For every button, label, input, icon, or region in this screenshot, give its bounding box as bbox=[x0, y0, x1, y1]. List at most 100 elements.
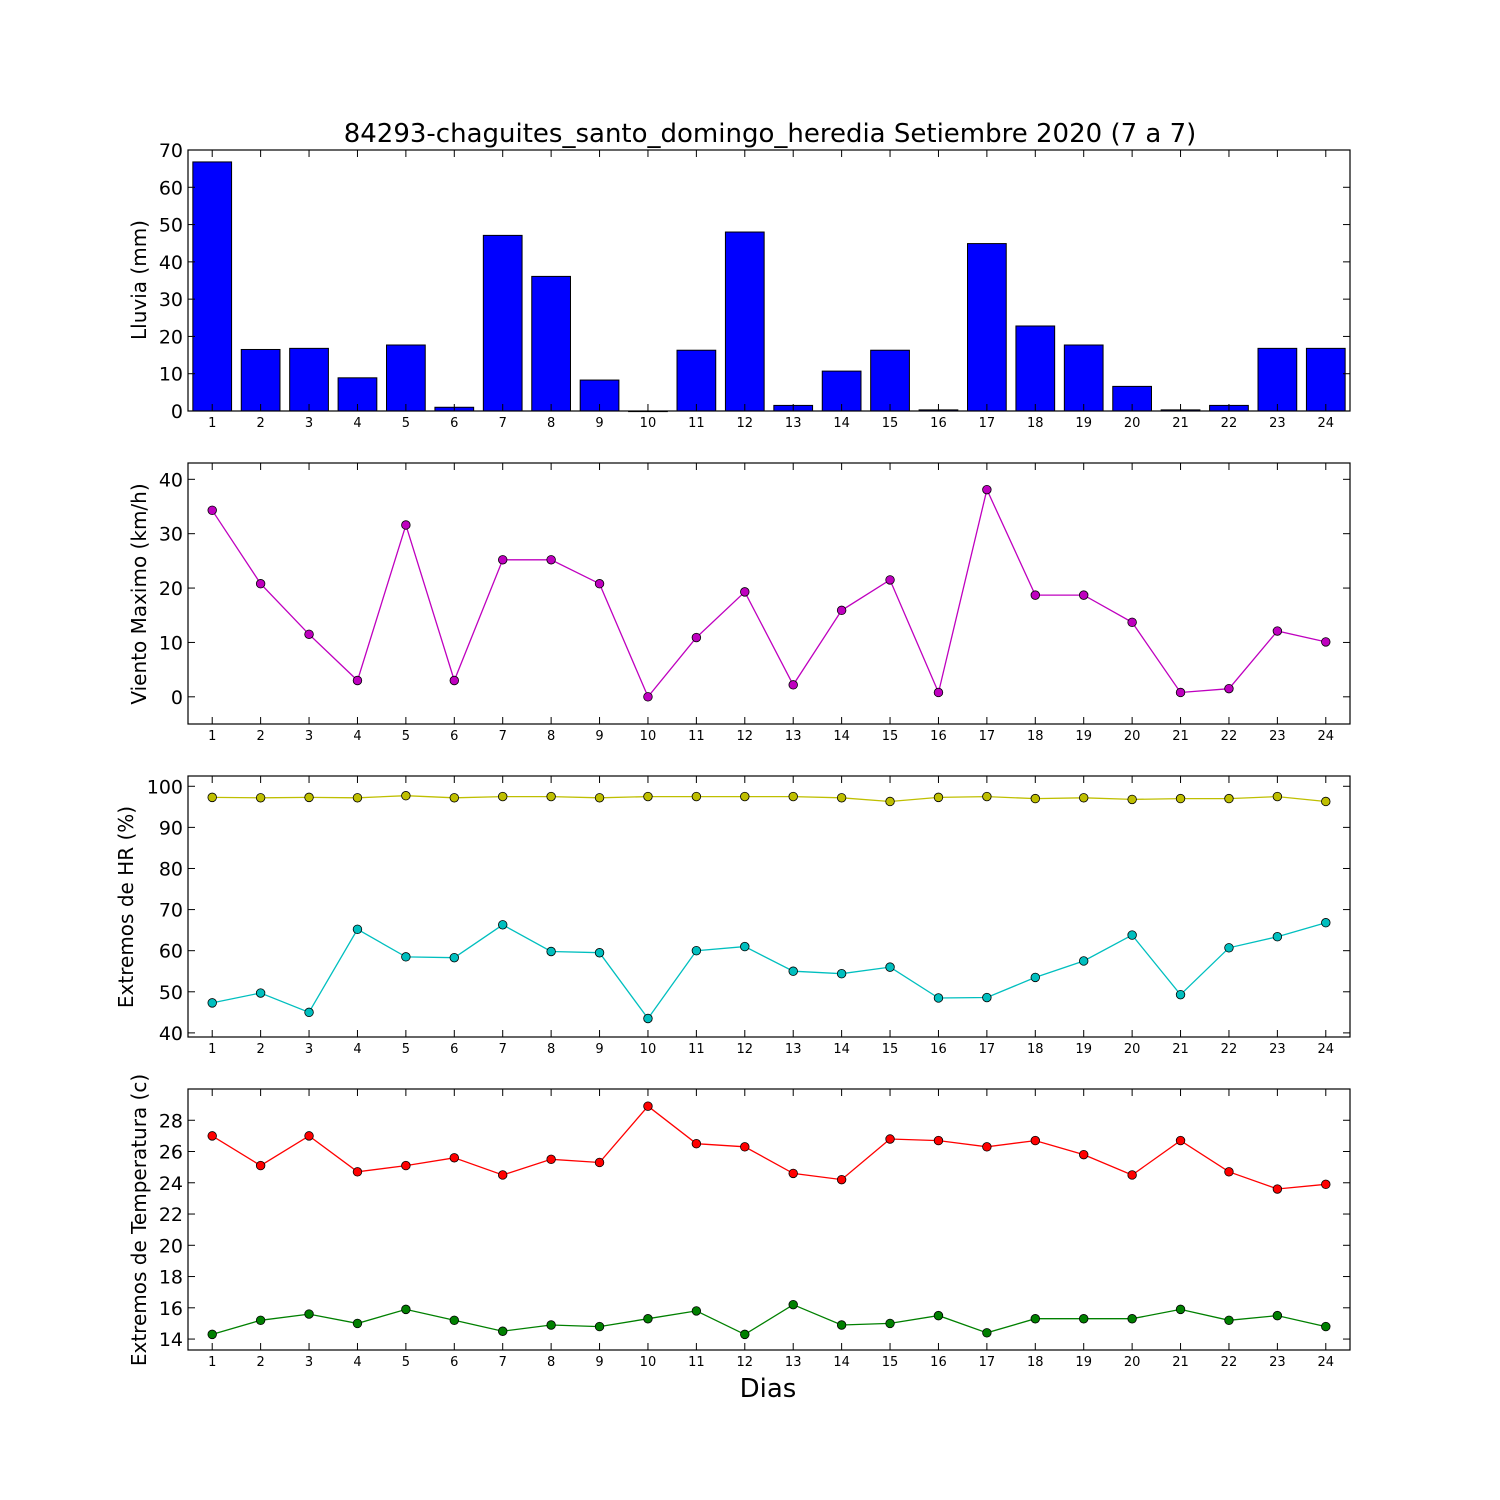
lluvia-bar bbox=[967, 243, 1007, 412]
temperatura-series-1-point bbox=[1175, 1135, 1186, 1146]
temperatura-xtick-label: 18 bbox=[1027, 1355, 1044, 1370]
lluvia-bar bbox=[482, 234, 523, 412]
viento-xtick-label: 19 bbox=[1075, 729, 1092, 744]
lluvia-ytick-label: 30 bbox=[159, 289, 183, 311]
temperatura-ytick-label: 20 bbox=[159, 1235, 183, 1257]
temperatura-series-1-point bbox=[643, 1101, 653, 1111]
temperatura-series-2-point bbox=[255, 1315, 266, 1326]
hr-series-2-point bbox=[207, 998, 217, 1008]
temperatura-series-1-point bbox=[546, 1154, 556, 1165]
temperatura-ytick-label: 18 bbox=[159, 1267, 183, 1289]
lluvia-ytick-label: 60 bbox=[159, 177, 183, 199]
hr-series-1-point bbox=[691, 791, 702, 802]
chart-title: 84293-chaguites_santo_domingo_heredia Se… bbox=[344, 119, 1197, 149]
x-axis-label: Dias bbox=[740, 1374, 797, 1404]
viento-series-1-point bbox=[498, 555, 508, 565]
temperatura-series-2-line bbox=[212, 1303, 1326, 1336]
hr-series-1-point bbox=[740, 791, 750, 802]
temperatura-series-1-point bbox=[449, 1153, 459, 1163]
viento-xtick-label: 7 bbox=[499, 729, 507, 744]
lluvia-ytick-label: 70 bbox=[159, 140, 183, 162]
hr-series-2-point bbox=[933, 993, 944, 1003]
temperatura-series-1-point bbox=[498, 1170, 508, 1180]
lluvia-xtick-label: 14 bbox=[833, 416, 850, 431]
viento-xtick-label: 1 bbox=[208, 729, 216, 744]
temperatura-xtick-label: 20 bbox=[1124, 1355, 1141, 1370]
temperatura-series-1-point bbox=[401, 1160, 411, 1171]
viento-xtick-label: 12 bbox=[737, 729, 754, 744]
temperatura-series-2-point bbox=[352, 1318, 363, 1329]
hr-series-1-line bbox=[212, 795, 1326, 803]
hr-xtick-label: 21 bbox=[1172, 1042, 1189, 1057]
temperatura-series-1-point bbox=[1224, 1167, 1234, 1177]
temperatura-series-2-point bbox=[1321, 1321, 1331, 1332]
viento-xtick-label: 14 bbox=[833, 729, 850, 744]
viento-xtick-label: 22 bbox=[1221, 729, 1238, 744]
temperatura-series-2-point bbox=[1030, 1314, 1040, 1324]
temperatura-panel: Extremos de Temperatura (c) 141618202224… bbox=[127, 1074, 1351, 1370]
temperatura-series-2-point bbox=[643, 1314, 653, 1324]
hr-series-2-point bbox=[982, 992, 992, 1003]
lluvia-xtick-label: 1 bbox=[208, 416, 216, 431]
lluvia-xtick-label: 9 bbox=[595, 416, 603, 431]
viento-series-1-point bbox=[1030, 590, 1040, 600]
temperatura-series-1-point bbox=[1321, 1179, 1331, 1190]
hr-series-1-point bbox=[643, 791, 653, 802]
hr-series-1-point bbox=[788, 791, 798, 802]
temperatura-ytick-label: 28 bbox=[159, 1110, 183, 1132]
lluvia-xtick-label: 15 bbox=[882, 416, 899, 431]
hr-series-1-point bbox=[1030, 793, 1040, 804]
temperatura-series-1-point bbox=[255, 1160, 266, 1171]
viento-xtick-label: 18 bbox=[1027, 729, 1044, 744]
hr-series-1-point bbox=[1127, 794, 1137, 805]
temperatura-xtick-label: 4 bbox=[353, 1355, 361, 1370]
hr-series-1-point bbox=[885, 796, 895, 807]
hr-ytick-label: 90 bbox=[159, 817, 183, 839]
temperatura-series-1-point bbox=[740, 1142, 750, 1152]
temperatura-series-2-point bbox=[1175, 1304, 1186, 1315]
hr-series-2-point bbox=[1272, 932, 1283, 942]
temperatura-series-1-point bbox=[304, 1131, 314, 1141]
hr-series-2-point bbox=[1175, 989, 1186, 1000]
hr-series-2-point bbox=[788, 966, 798, 976]
lluvia-bar bbox=[1063, 344, 1104, 412]
hr-series-2-point bbox=[546, 946, 556, 957]
lluvia-xtick-label: 20 bbox=[1124, 416, 1141, 431]
temperatura-ytick-label: 24 bbox=[159, 1173, 183, 1195]
viento-ytick-label: 0 bbox=[171, 687, 183, 709]
viento-xtick-label: 16 bbox=[930, 729, 947, 744]
temperatura-xtick-label: 22 bbox=[1221, 1355, 1238, 1370]
hr-xtick-label: 19 bbox=[1075, 1042, 1092, 1057]
viento-series-1-point bbox=[304, 629, 314, 639]
lluvia-xtick-label: 6 bbox=[450, 416, 458, 431]
viento-series-1-point bbox=[594, 579, 605, 589]
viento-xtick-label: 9 bbox=[595, 729, 603, 744]
hr-series-1-point bbox=[207, 792, 217, 803]
viento-series-1-point bbox=[691, 632, 702, 643]
viento-series-1-point bbox=[933, 687, 944, 698]
hr-xtick-label: 20 bbox=[1124, 1042, 1141, 1057]
lluvia-xtick-label: 23 bbox=[1269, 416, 1286, 431]
temperatura-xtick-label: 9 bbox=[595, 1355, 603, 1370]
hr-xtick-label: 17 bbox=[979, 1042, 996, 1057]
hr-series-1-point bbox=[401, 791, 411, 801]
hr-xtick-label: 3 bbox=[305, 1042, 313, 1057]
viento-ytick-label: 40 bbox=[159, 469, 183, 491]
viento-series-1-point bbox=[982, 484, 992, 495]
lluvia-bar bbox=[1305, 347, 1346, 412]
temperatura-series-2-point bbox=[304, 1309, 314, 1319]
viento-series-1-point bbox=[1127, 617, 1137, 628]
lluvia-xtick-label: 21 bbox=[1172, 416, 1189, 431]
temperatura-series-1-point bbox=[1030, 1135, 1040, 1146]
viento-xtick-label: 13 bbox=[785, 729, 802, 744]
hr-xtick-label: 11 bbox=[688, 1042, 705, 1057]
viento-xtick-label: 2 bbox=[256, 729, 264, 744]
hr-xtick-label: 15 bbox=[882, 1042, 899, 1057]
lluvia-bar bbox=[1257, 347, 1298, 412]
hr-xtick-label: 4 bbox=[353, 1042, 361, 1057]
viento-series-1-point bbox=[207, 505, 217, 516]
hr-series-1-point bbox=[594, 793, 605, 803]
hr-xtick-label: 12 bbox=[737, 1042, 754, 1057]
viento-xtick-label: 21 bbox=[1172, 729, 1189, 744]
